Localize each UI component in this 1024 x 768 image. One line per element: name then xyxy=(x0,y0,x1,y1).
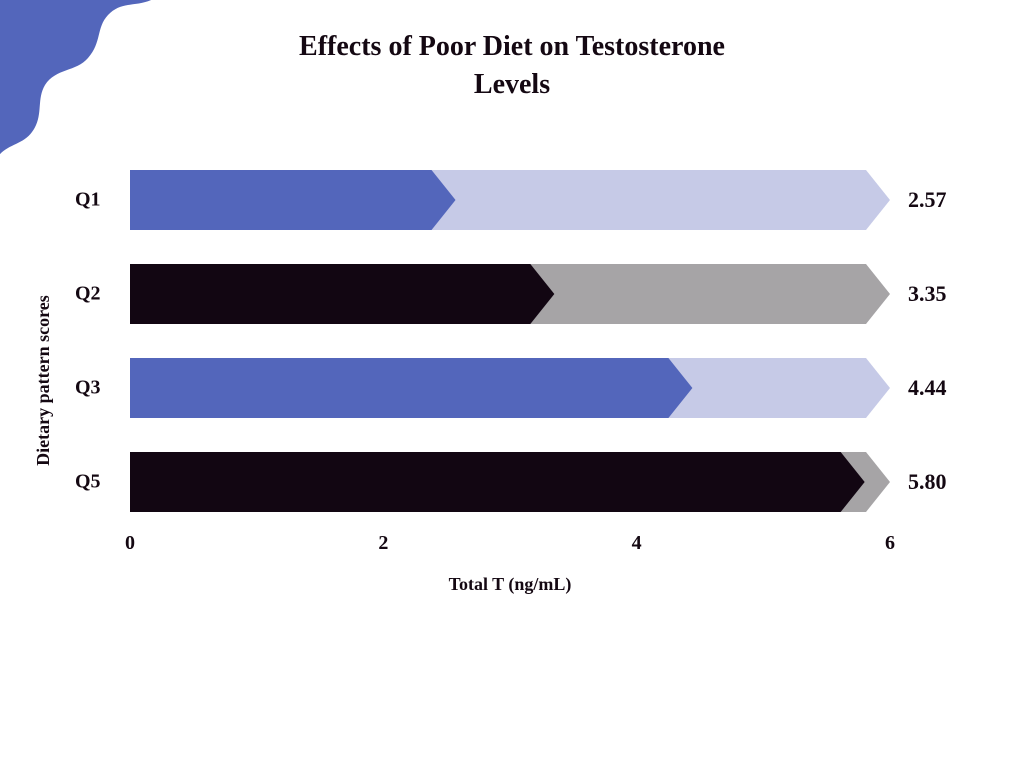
bar-shape xyxy=(130,264,890,324)
chart-title: Effects of Poor Diet on Testosterone Lev… xyxy=(0,28,1024,104)
title-line2: Levels xyxy=(474,69,550,100)
bar-value-label: 4.44 xyxy=(908,375,947,401)
bar-shape xyxy=(130,452,890,512)
bar-category-label: Q5 xyxy=(75,471,101,494)
x-tick-label: 0 xyxy=(125,532,135,555)
title-line1: Effects of Poor Diet on Testosterone xyxy=(299,31,725,62)
bar-value-label: 5.80 xyxy=(908,469,947,495)
x-axis-label: Total T (ng/mL) xyxy=(130,574,890,595)
chart-title-area: Effects of Poor Diet on Testosterone Lev… xyxy=(0,28,1024,104)
bar-category-label: Q1 xyxy=(75,189,101,212)
x-tick-label: 4 xyxy=(632,532,642,555)
bar-row: Q23.35 xyxy=(130,264,900,324)
bar-row: Q12.57 xyxy=(130,170,900,230)
bar-row: Q55.80 xyxy=(130,452,900,512)
bar-row: Q34.44 xyxy=(130,358,900,418)
bar-value-label: 3.35 xyxy=(908,281,947,307)
x-tick-label: 2 xyxy=(378,532,388,555)
bar-shape xyxy=(130,358,890,418)
bar-category-label: Q2 xyxy=(75,283,101,306)
y-axis-label: Dietary pattern scores xyxy=(33,295,54,466)
bar-category-label: Q3 xyxy=(75,377,101,400)
bar-value-label: 2.57 xyxy=(908,187,947,213)
x-tick-label: 6 xyxy=(885,532,895,555)
chart-area: Q12.57Q23.35Q34.44Q55.80 0246 Total T (n… xyxy=(130,170,900,590)
bar-shape xyxy=(130,170,890,230)
bars-container: Q12.57 Q23.35 Q34.44 Q55.80 xyxy=(130,170,900,590)
